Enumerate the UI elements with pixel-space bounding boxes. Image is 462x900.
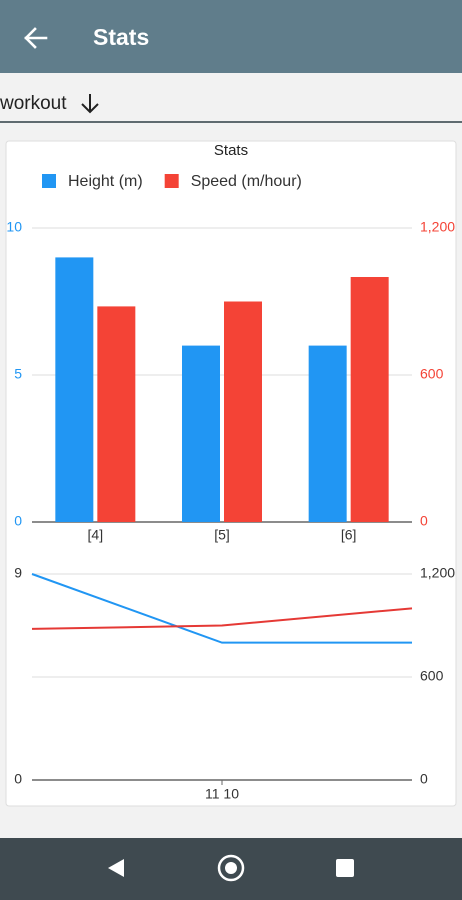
- bar: [182, 345, 220, 522]
- chart-title: Stats: [214, 142, 248, 159]
- y2-tick-label: 600: [420, 366, 444, 382]
- y-tick-label: 9: [14, 565, 22, 581]
- y-tick-label: 0: [14, 513, 22, 529]
- nav-home-dot: [225, 862, 237, 874]
- dropdown-label: workout: [0, 93, 67, 114]
- x-tick-label: [6]: [341, 527, 357, 543]
- y-tick-label: 0: [14, 771, 22, 787]
- nav-recents[interactable]: [336, 859, 354, 877]
- x-tick-label: [5]: [214, 527, 230, 543]
- y2-tick-label: 1,200: [420, 219, 455, 235]
- bar: [350, 277, 389, 522]
- line-series: [31, 607, 413, 630]
- dropdown-arrow-head: [81, 103, 99, 114]
- y2-tick-label: 600: [420, 668, 444, 684]
- nav-home[interactable]: [217, 854, 245, 882]
- y-tick-label: 10: [6, 219, 22, 235]
- dropdown[interactable]: workout: [0, 93, 462, 123]
- legend-swatch: [164, 174, 179, 188]
- y2-tick-label: 1,200: [420, 565, 455, 581]
- app-bar-title: Stats: [93, 24, 149, 50]
- x-tick-label: [4]: [88, 527, 104, 543]
- y-tick-label: 5: [14, 366, 22, 382]
- bar: [97, 306, 136, 522]
- bar: [224, 301, 262, 522]
- charts: Stats Height (m) Speed (m/hour) 0 5 10 0 600 1,2…: [6, 142, 455, 802]
- back-arrow-head: [24, 27, 37, 49]
- dropdown-arrow: [81, 94, 99, 114]
- nav-back[interactable]: [108, 859, 124, 877]
- y2-tick-label: 0: [420, 513, 428, 529]
- y2-tick-label: 0: [420, 771, 428, 787]
- legend-label: Speed (m/hour): [191, 173, 302, 190]
- back-button[interactable]: [24, 27, 48, 49]
- line-series: [31, 573, 412, 644]
- bar: [55, 257, 94, 522]
- app-bar: [0, 0, 462, 73]
- legend-swatch: [42, 174, 56, 188]
- bar: [308, 345, 347, 522]
- x-tick-label: 11 10: [205, 786, 239, 802]
- legend-label: Height (m): [68, 173, 143, 190]
